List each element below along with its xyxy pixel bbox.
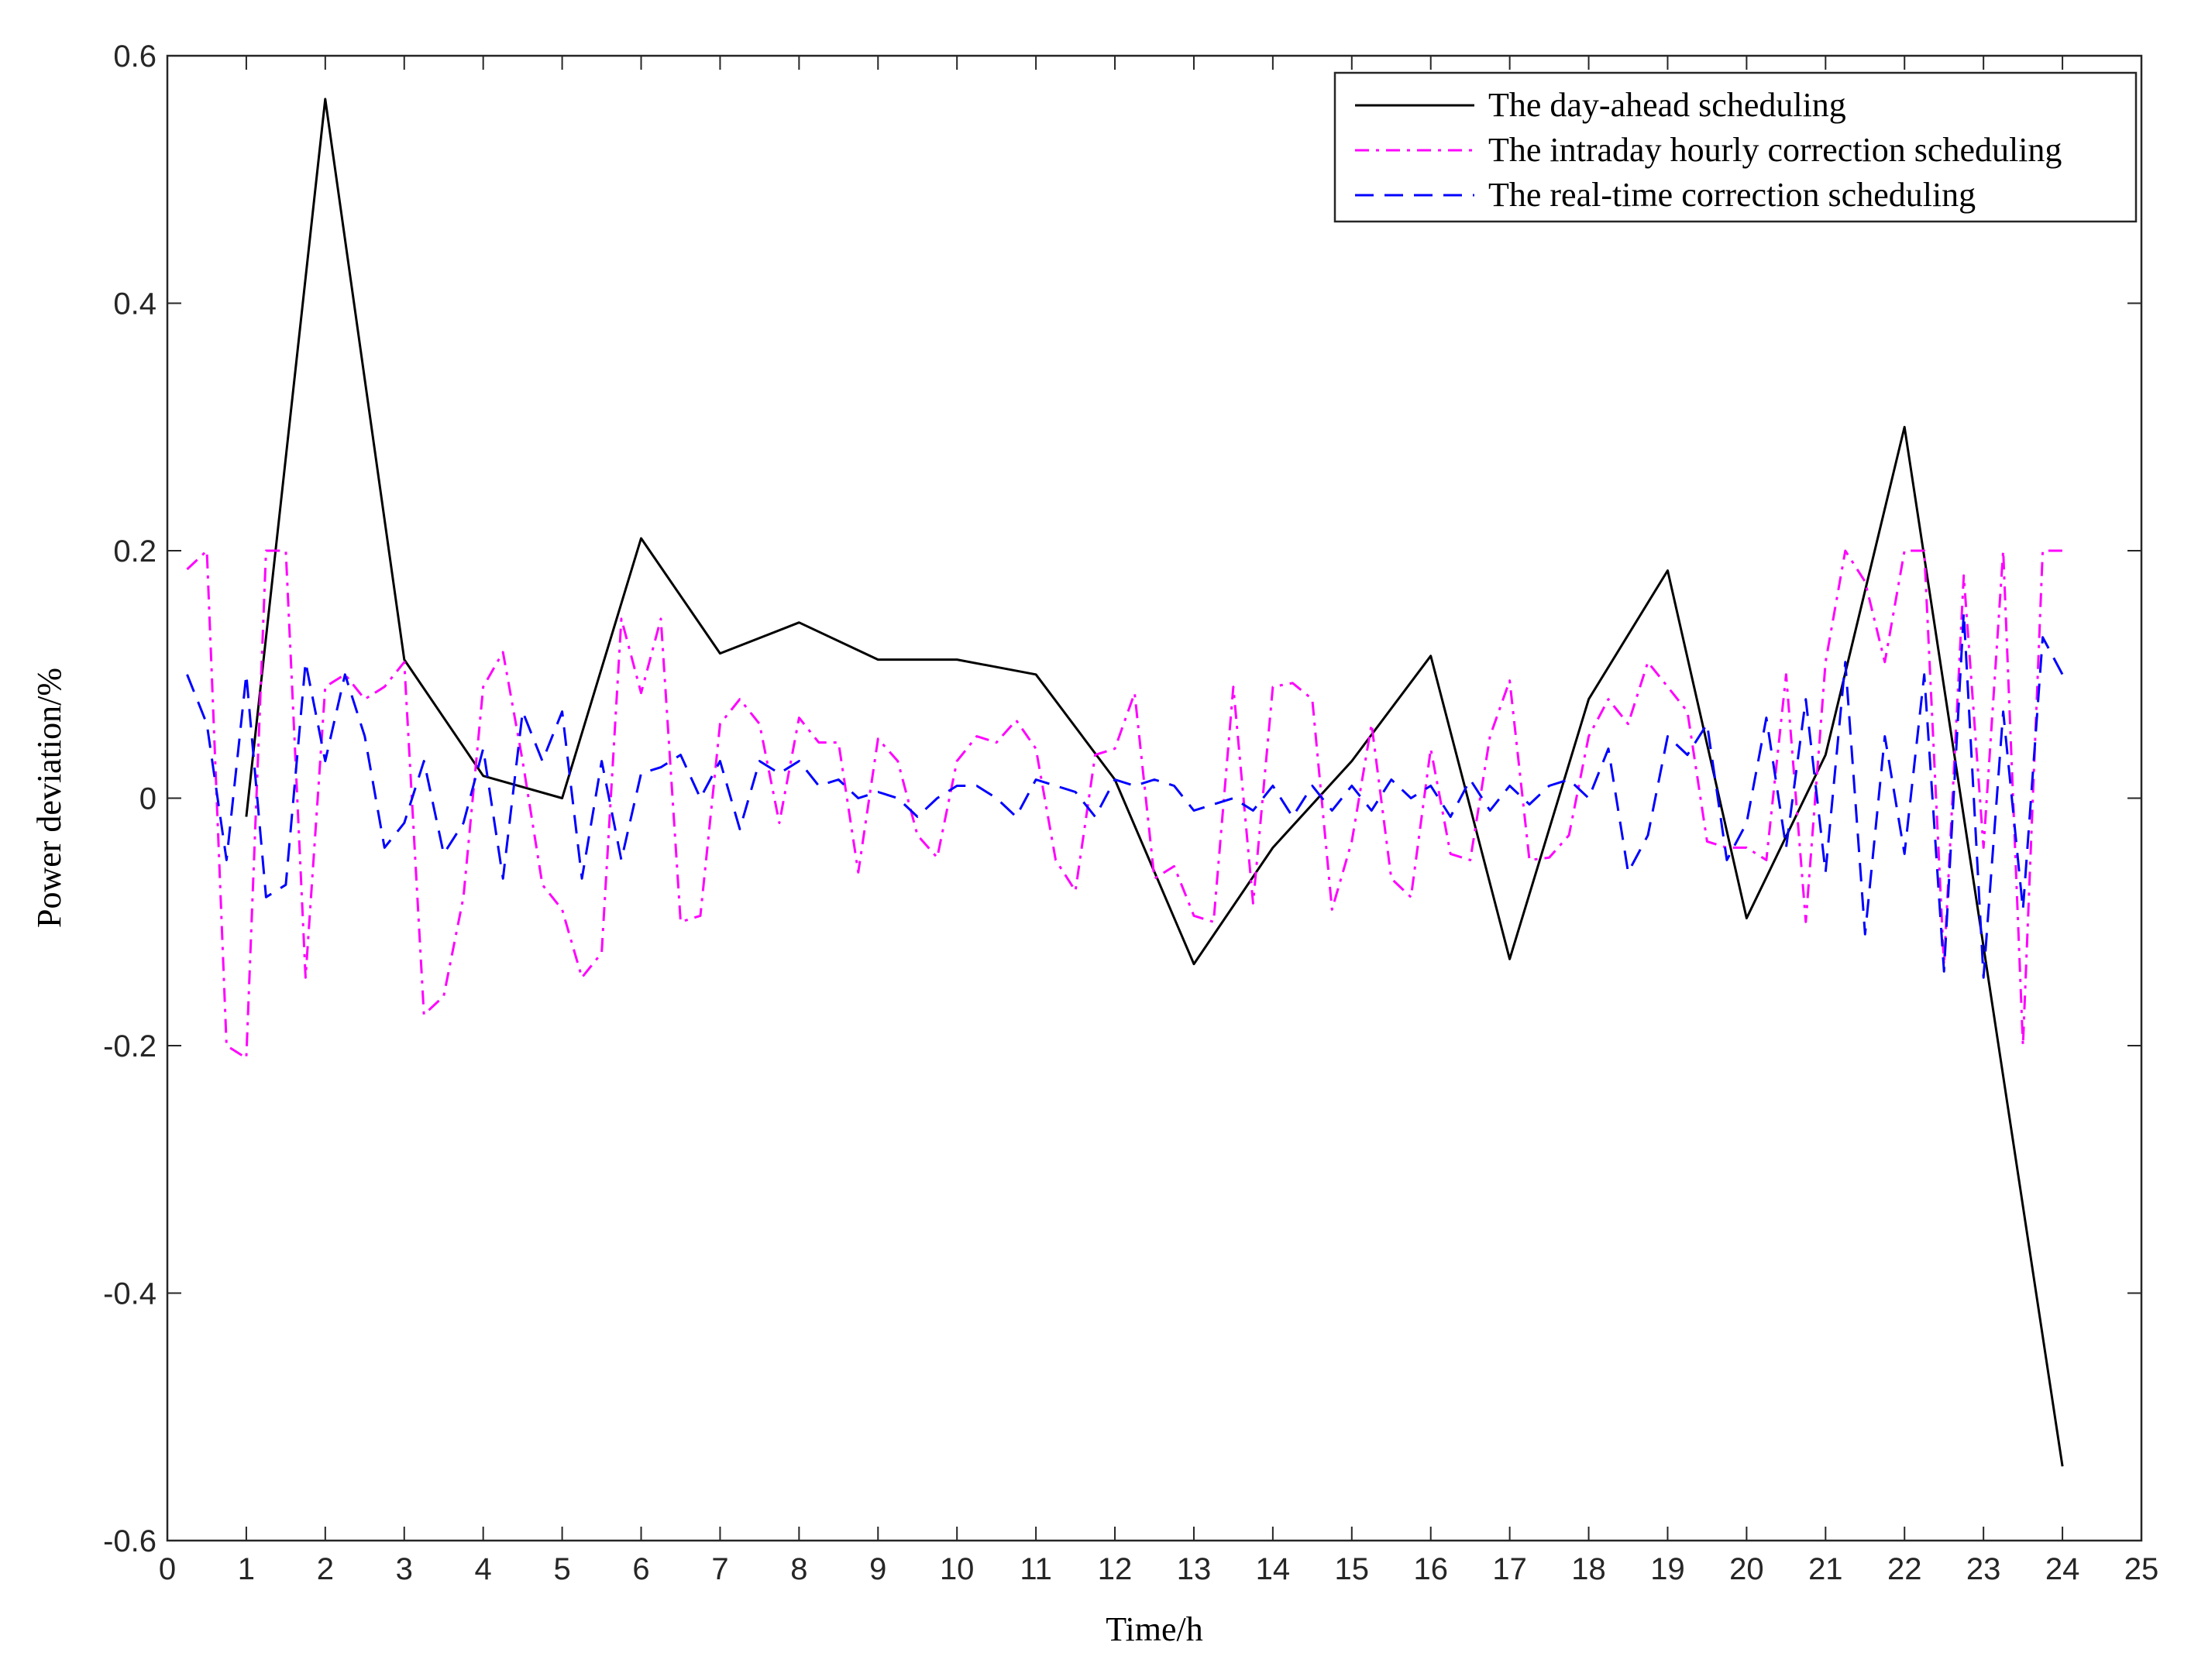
x-tick-label: 7: [711, 1552, 728, 1586]
x-tick-label: 3: [396, 1552, 413, 1586]
x-tick-label: 17: [1492, 1552, 1527, 1586]
x-tick-label: 8: [790, 1552, 807, 1586]
x-tick-label: 25: [2124, 1552, 2159, 1586]
x-axis-label: Time/h: [1106, 1610, 1203, 1648]
x-tick-label: 2: [317, 1552, 334, 1586]
series-line: [186, 549, 2063, 1060]
y-tick-label: -0.4: [103, 1277, 156, 1311]
x-tick-label: 0: [159, 1552, 176, 1586]
series-line: [245, 98, 2064, 1467]
series-line: [186, 611, 2064, 979]
plot-frame: [166, 54, 2143, 1542]
x-tick-label: 14: [1256, 1552, 1291, 1586]
x-tick-label: 15: [1335, 1552, 1370, 1586]
x-tick-label: 24: [2045, 1552, 2080, 1586]
y-tick-label: -0.2: [103, 1029, 156, 1063]
y-tick-label: 0.6: [113, 40, 156, 74]
x-tick-label: 6: [632, 1552, 649, 1586]
x-tick-label: 10: [940, 1552, 975, 1586]
x-tick-label: 5: [553, 1552, 570, 1586]
y-axis-label: Power deviation/%: [30, 668, 68, 928]
y-tick-label: 0: [139, 782, 156, 816]
x-tick-label: 18: [1571, 1552, 1606, 1586]
x-tick-label: 11: [1020, 1552, 1052, 1586]
legend-label: The intraday hourly correction schedulin…: [1488, 131, 2062, 169]
x-tick-label: 20: [1729, 1552, 1764, 1586]
x-tick-label: 16: [1413, 1552, 1448, 1586]
x-tick-label: 19: [1650, 1552, 1685, 1586]
x-tick-label: 13: [1177, 1552, 1212, 1586]
x-tick-label: 12: [1098, 1552, 1133, 1586]
y-tick-label: 0.2: [113, 534, 156, 569]
x-tick-label: 1: [238, 1552, 255, 1586]
legend-label: The real-time correction scheduling: [1488, 176, 1976, 214]
x-tick-label: 21: [1808, 1552, 1843, 1586]
legend-label: The day-ahead scheduling: [1488, 86, 1846, 124]
legend-box: [1333, 71, 2138, 223]
y-tick-label: -0.6: [103, 1524, 156, 1558]
x-tick-label: 9: [869, 1552, 886, 1586]
y-tick-label: 0.4: [113, 287, 156, 321]
x-tick-label: 22: [1887, 1552, 1922, 1586]
x-tick-label: 4: [475, 1552, 492, 1586]
x-tick-label: 23: [1966, 1552, 2001, 1586]
legend: The day-ahead scheduling The intraday hou…: [1333, 71, 2138, 223]
